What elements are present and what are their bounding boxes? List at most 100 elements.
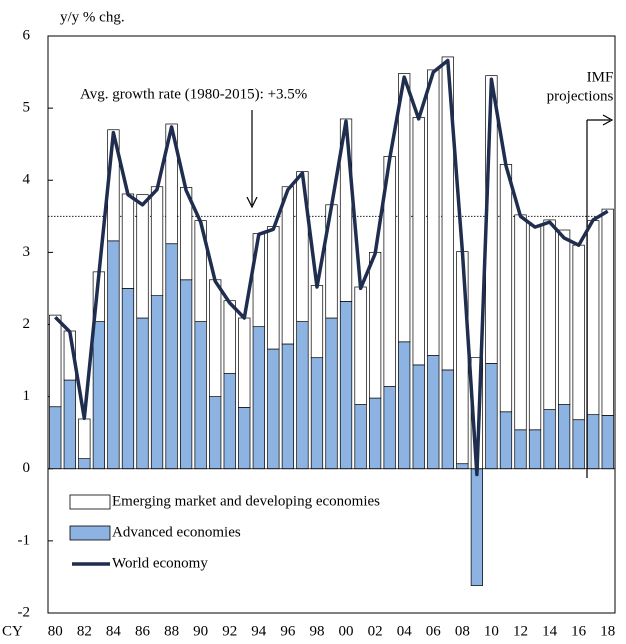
bar [427, 69, 440, 356]
bar [456, 251, 469, 465]
bar [601, 415, 614, 470]
x-tick-label: 96 [280, 623, 296, 639]
bar [209, 279, 222, 397]
y-tick-label: -2 [18, 604, 31, 620]
y-tick-label: 4 [23, 172, 31, 188]
x-tick-label: 92 [222, 623, 237, 639]
bar [557, 404, 571, 470]
x-tick-label: 06 [426, 623, 442, 639]
bar [136, 194, 149, 319]
bar [339, 301, 353, 470]
bar [398, 341, 411, 470]
y-tick-label: 6 [23, 27, 31, 43]
x-tick-label: 90 [193, 623, 208, 639]
bar [150, 186, 164, 297]
bar [150, 295, 164, 470]
y-tick-label: 5 [23, 100, 31, 116]
bar [63, 379, 76, 470]
x-axis-label: CY [2, 623, 23, 639]
legend-label: Advanced economies [112, 524, 241, 540]
bar [587, 220, 600, 416]
annotation: IMF [587, 69, 614, 85]
annotation-arrowhead [246, 196, 258, 209]
bar [514, 214, 527, 431]
x-tick-label: 86 [135, 623, 151, 639]
bar [339, 118, 353, 302]
x-tick-label: 98 [309, 623, 324, 639]
bar [368, 252, 382, 399]
x-tick-label: 10 [484, 623, 499, 639]
line [54, 58, 609, 477]
bar [165, 243, 178, 470]
x-tick-label: 04 [397, 623, 413, 639]
bar [238, 407, 251, 470]
bar [528, 429, 542, 470]
bar [281, 186, 295, 345]
legend-swatch [69, 494, 111, 510]
bar [281, 343, 295, 470]
legend-label: Emerging market and developing economies [112, 493, 380, 509]
bar [441, 56, 454, 371]
x-tick-label: 00 [339, 623, 354, 639]
annotation: projections [547, 88, 614, 104]
bar [179, 279, 193, 470]
y-tick-label: 3 [23, 244, 31, 260]
bar [78, 458, 91, 470]
bar [499, 164, 513, 413]
bar [49, 314, 62, 408]
legend-swatch [69, 525, 111, 541]
bar [121, 193, 135, 289]
x-tick-label: 02 [368, 623, 383, 639]
bar [252, 326, 265, 470]
bar [441, 369, 454, 470]
bar [557, 229, 571, 405]
bar [121, 288, 135, 470]
x-tick-label: 14 [542, 623, 558, 639]
bar [412, 117, 425, 366]
bar [107, 240, 120, 470]
bar [543, 409, 556, 470]
bar [325, 317, 338, 470]
x-tick-label: 12 [513, 623, 528, 639]
bar [485, 363, 498, 470]
x-tick-label: 88 [164, 623, 179, 639]
bar [136, 317, 149, 470]
x-tick-label: 16 [571, 623, 587, 639]
bar [412, 364, 425, 470]
bar [398, 73, 411, 343]
bar [354, 404, 367, 470]
x-tick-label: 80 [48, 623, 63, 639]
projection-arrowhead [602, 114, 614, 126]
bar [296, 321, 309, 470]
bar [165, 123, 178, 245]
x-tick-label: 84 [106, 623, 122, 639]
annotation: Avg. growth rate (1980-2015): +3.5% [80, 86, 307, 102]
bar [601, 208, 614, 416]
x-tick-label: 18 [600, 623, 615, 639]
legend-label: World economy [112, 555, 208, 571]
bar [209, 396, 222, 470]
bar [456, 463, 469, 470]
bar [543, 219, 556, 410]
y-axis-label: y/y % chg. [60, 9, 125, 25]
x-tick-label: 82 [77, 623, 92, 639]
bar [310, 285, 324, 359]
y-tick-label: 2 [23, 316, 31, 332]
bar [499, 411, 513, 470]
bar [267, 348, 280, 470]
bar [470, 468, 484, 586]
y-tick-label: 0 [23, 460, 31, 476]
bar [238, 317, 251, 408]
bar [528, 225, 542, 431]
bar [427, 355, 440, 470]
bar [354, 286, 367, 405]
bar [310, 357, 324, 470]
bar [49, 406, 62, 470]
x-tick-label: 08 [455, 623, 470, 639]
bar [92, 321, 106, 470]
y-tick-label: -1 [18, 532, 31, 548]
bar [78, 418, 91, 460]
bar [223, 373, 236, 470]
bar [514, 429, 527, 470]
y-tick-label: 1 [23, 388, 31, 404]
